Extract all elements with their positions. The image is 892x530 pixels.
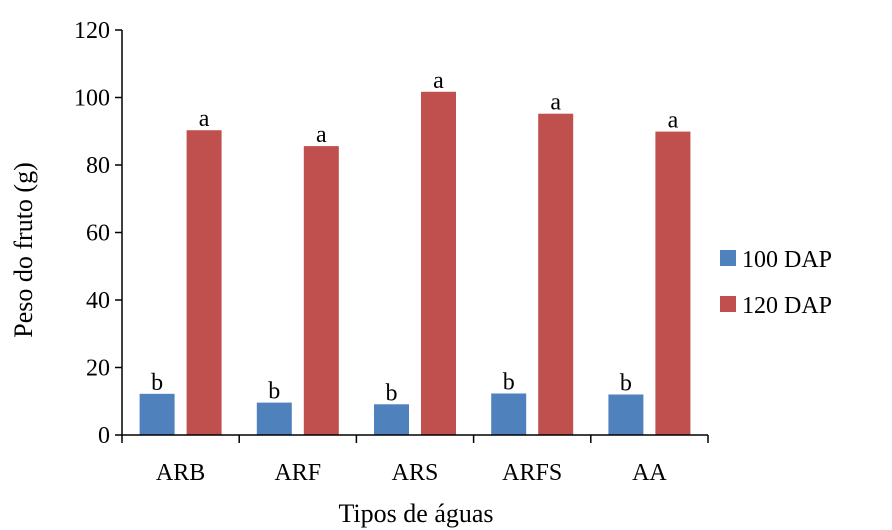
data-label-120-dap-aa: a [668,108,679,134]
bar-100-dap-aa [608,394,644,435]
bar-120-dap-arfs [538,113,574,435]
data-label-100-dap-ars: b [386,380,398,406]
bar-120-dap-ars [421,91,456,435]
y-tick-label: 60 [86,221,110,247]
y-tick-label: 40 [86,288,110,314]
data-label-120-dap-ars: a [433,68,444,94]
x-category-label-aa: AA [632,460,667,486]
x-category-label-ars: ARS [392,460,439,486]
x-axis-ticks: ARB ARF ARS ARFS AA [121,435,709,486]
bar-120-dap-arf [303,146,339,435]
x-category-label-arb: ARB [156,460,205,486]
bar-100-dap-arfs [491,393,527,435]
y-tick-label: 120 [74,18,110,44]
x-axis-title: Tipos de águas [338,499,493,528]
legend-label-100-dap: 100 DAP [742,247,832,273]
bar-100-dap-arf [256,402,292,435]
data-label-100-dap-arf: b [268,379,280,405]
bar-100-dap-ars [374,404,409,435]
y-axis-ticks: 0 20 40 60 80 100 120 [74,18,122,449]
data-label-120-dap-arfs: a [550,90,561,116]
y-axis-title: Peso do fruto (g) [9,162,38,337]
y-tick-label: 100 [74,86,110,112]
y-tick-label: 20 [86,356,110,382]
data-label-100-dap-arb: b [151,370,163,396]
legend-label-120-dap: 120 DAP [742,293,832,319]
legend: 100 DAP 120 DAP [720,247,832,319]
y-tick-label: 80 [86,153,110,179]
bar-120-dap-arb [186,130,222,436]
legend-swatch-120-dap [720,296,736,312]
x-category-label-arf: ARF [274,460,321,486]
data-label-100-dap-aa: b [620,371,632,397]
data-label-100-dap-arfs: b [503,369,515,395]
data-label-120-dap-arb: a [199,106,210,132]
bar-120-dap-aa [655,131,691,435]
legend-swatch-100-dap [720,250,736,266]
bar-100-dap-arb [139,393,175,435]
data-labels-group: b a b a b a b a b a [151,68,678,407]
y-tick-label: 0 [98,423,110,449]
data-label-120-dap-arf: a [316,122,327,148]
x-category-label-arfs: ARFS [502,460,562,486]
bars-group [139,91,691,436]
